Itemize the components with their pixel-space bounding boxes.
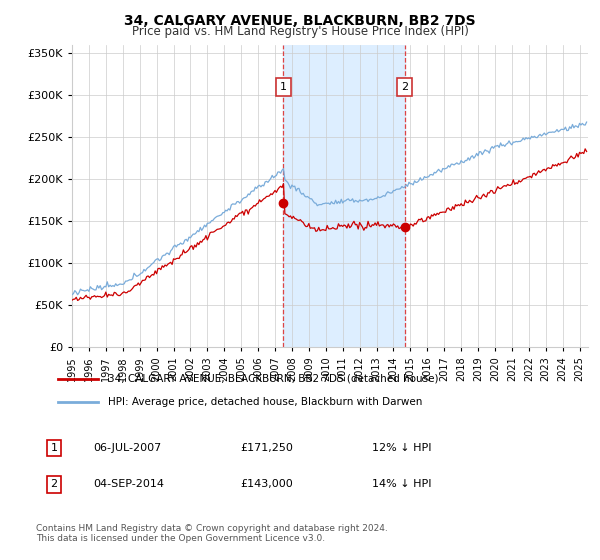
- Text: 06-JUL-2007: 06-JUL-2007: [93, 443, 161, 453]
- Text: 04-SEP-2014: 04-SEP-2014: [93, 479, 164, 489]
- Text: Contains HM Land Registry data © Crown copyright and database right 2024.
This d: Contains HM Land Registry data © Crown c…: [36, 524, 388, 543]
- Text: £171,250: £171,250: [240, 443, 293, 453]
- Text: HPI: Average price, detached house, Blackburn with Darwen: HPI: Average price, detached house, Blac…: [109, 397, 423, 407]
- Bar: [283, 45, 405, 347]
- Text: 2: 2: [401, 82, 409, 92]
- Text: 12% ↓ HPI: 12% ↓ HPI: [372, 443, 431, 453]
- Text: 2: 2: [50, 479, 58, 489]
- Text: 1: 1: [280, 82, 287, 92]
- Text: Price paid vs. HM Land Registry's House Price Index (HPI): Price paid vs. HM Land Registry's House …: [131, 25, 469, 38]
- Text: 34, CALGARY AVENUE, BLACKBURN, BB2 7DS (detached house): 34, CALGARY AVENUE, BLACKBURN, BB2 7DS (…: [109, 374, 439, 384]
- Text: £143,000: £143,000: [240, 479, 293, 489]
- Text: 1: 1: [50, 443, 58, 453]
- Text: 14% ↓ HPI: 14% ↓ HPI: [372, 479, 431, 489]
- Text: 34, CALGARY AVENUE, BLACKBURN, BB2 7DS: 34, CALGARY AVENUE, BLACKBURN, BB2 7DS: [124, 14, 476, 28]
